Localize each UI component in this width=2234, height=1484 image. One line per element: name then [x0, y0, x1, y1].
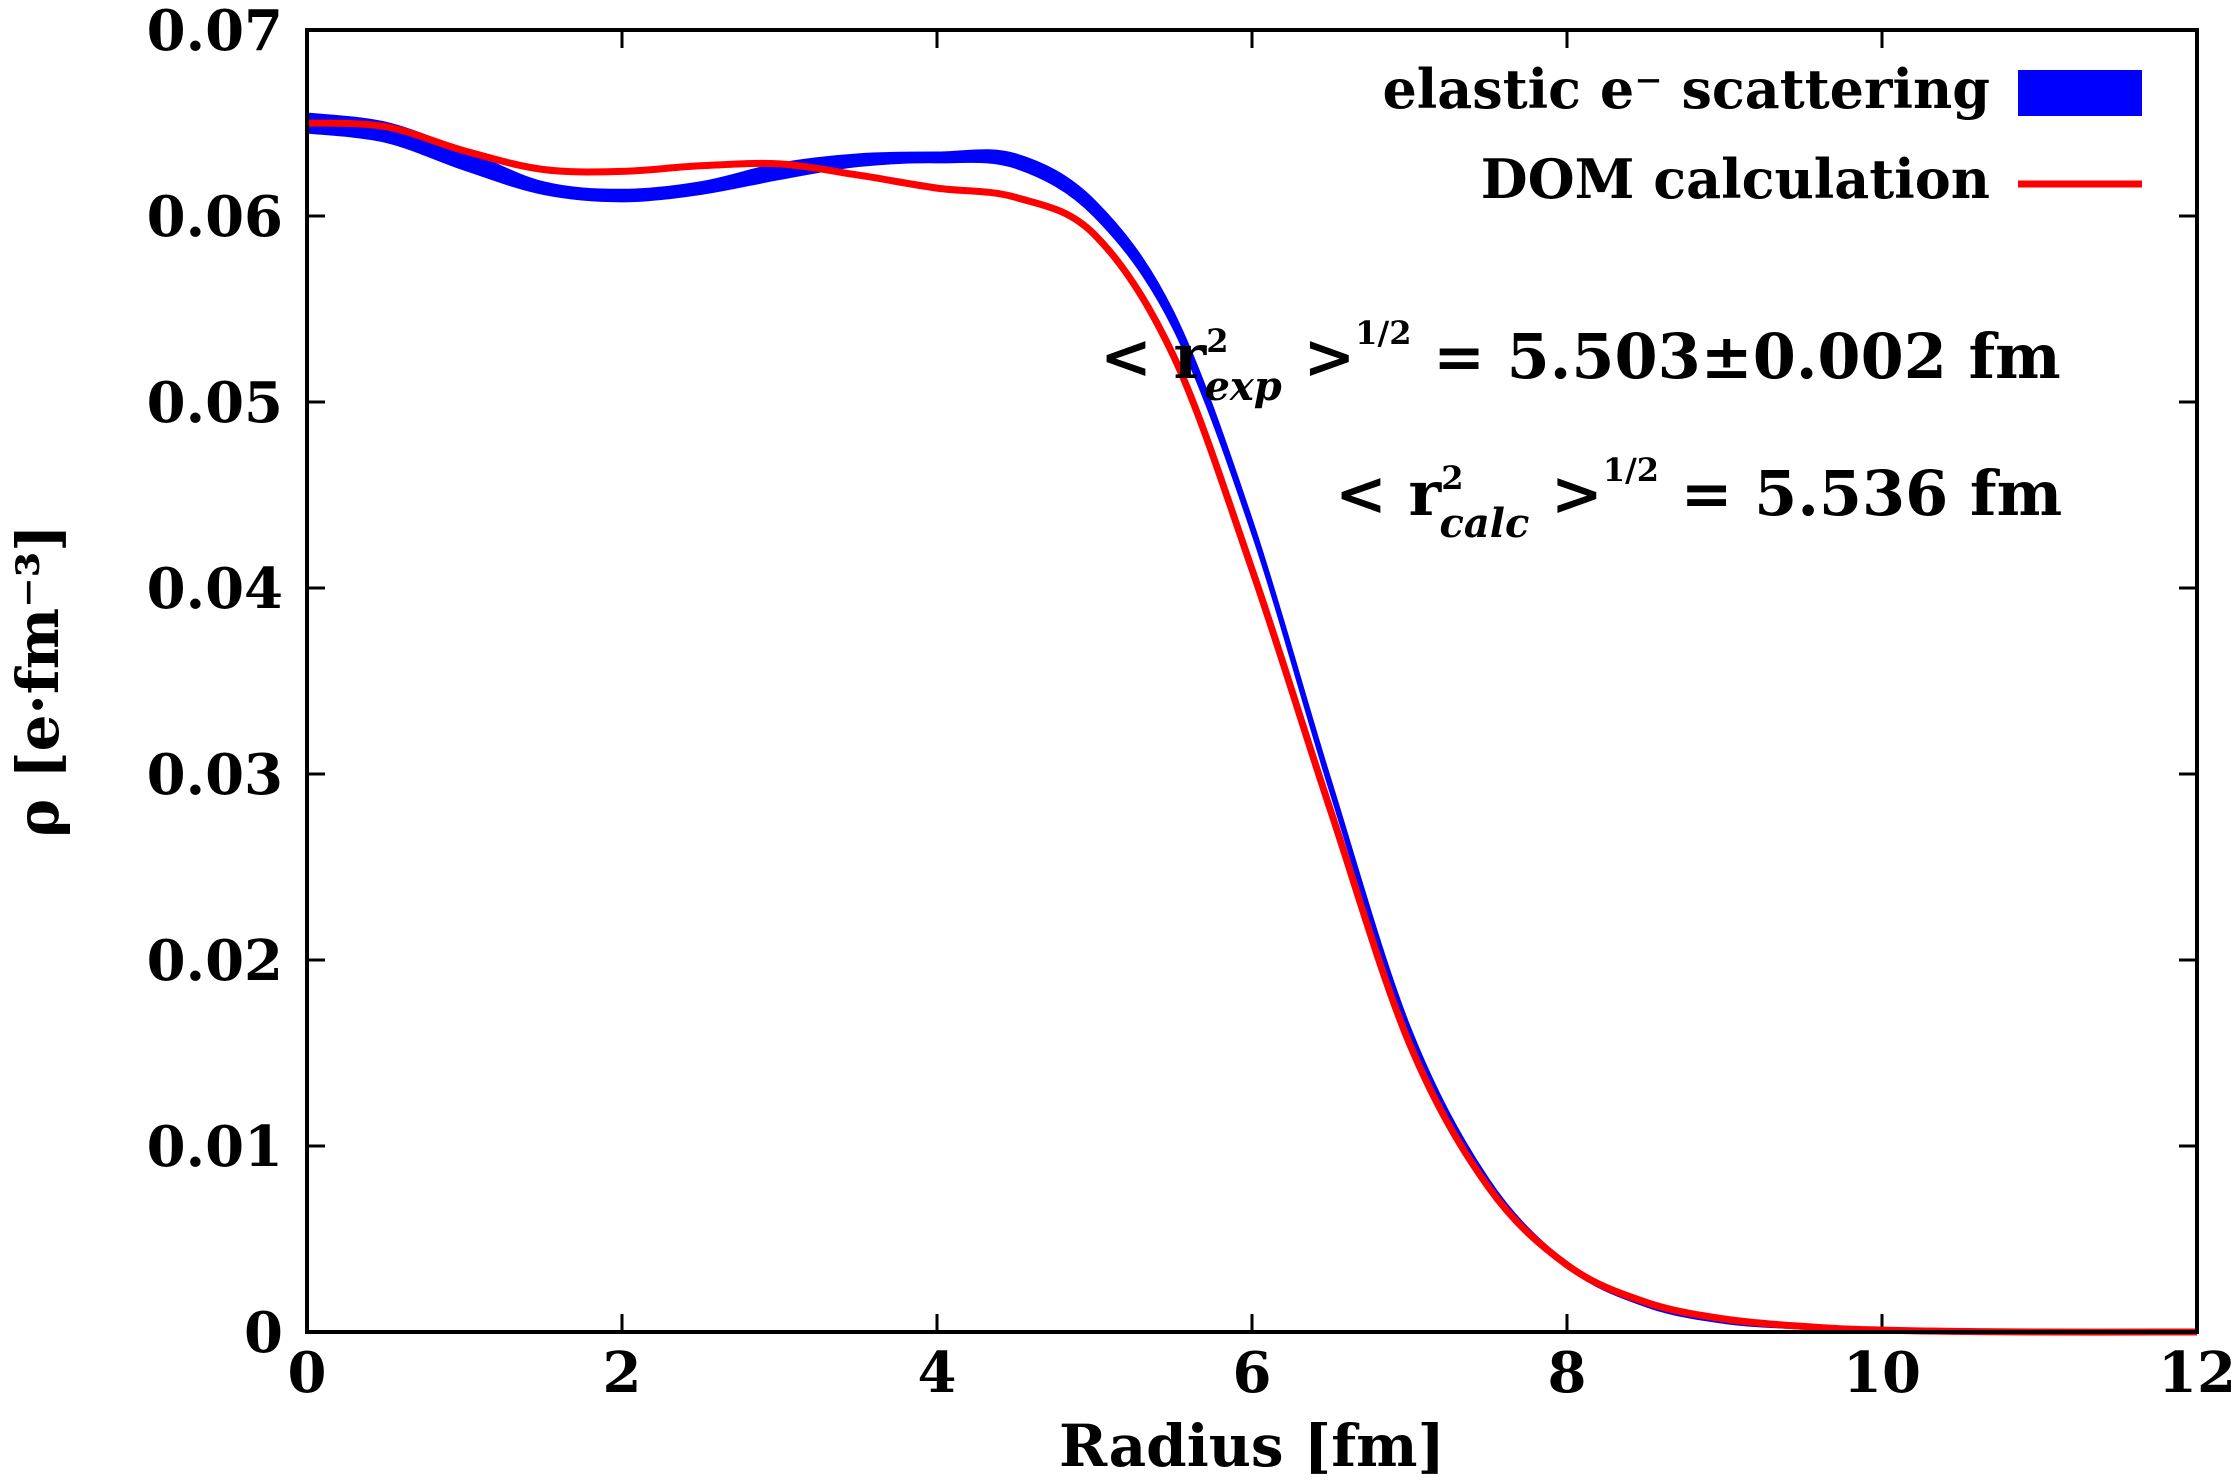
x-tick-label: 0 — [288, 1340, 327, 1406]
x-tick-label: 10 — [1843, 1340, 1921, 1406]
annotation-text: < r2 exp >1/2 = 5.503±0.002 fm — [1100, 314, 2061, 410]
legend-swatch-band — [2018, 70, 2142, 116]
x-tick-label: 12 — [2158, 1340, 2234, 1406]
axis-ticks — [305, 28, 2199, 1334]
y-axis-title: ρ [e·fm⁻³] — [4, 524, 72, 837]
y-tick-label: 0.07 — [147, 0, 283, 64]
y-tick-label: 0.04 — [147, 556, 283, 622]
x-tick-label: 2 — [603, 1340, 642, 1406]
series-line-1 — [306, 119, 2198, 1336]
x-tick-labels: 0 2 4 6 8 10 12 — [288, 1340, 2234, 1406]
x-tick-label: 4 — [918, 1340, 957, 1406]
y-tick-label: 0.02 — [147, 928, 283, 994]
legend-label-scattering: elastic e⁻ scattering — [1382, 57, 1990, 121]
radius-annotation-1: < r2 calc >1/2 = 5.536 fm — [1335, 451, 2062, 547]
y-tick-labels: 0 0.01 0.02 0.03 0.04 0.05 0.06 0.07 — [147, 0, 283, 1366]
x-tick-label: 6 — [1233, 1340, 1272, 1406]
y-tick-label: 0.06 — [147, 184, 283, 250]
series-layer — [305, 112, 2198, 1336]
y-tick-label: 0 — [244, 1300, 283, 1366]
y-tick-label: 0.05 — [147, 370, 283, 436]
radius-annotation-0: < r2 exp >1/2 = 5.503±0.002 fm — [1100, 314, 2061, 410]
y-tick-label: 0.03 — [147, 742, 283, 808]
legend: elastic e⁻ scattering DOM calculation — [1382, 57, 2142, 211]
y-tick-label: 0.01 — [147, 1114, 283, 1180]
annotation-text: < r2 calc >1/2 = 5.536 fm — [1335, 451, 2062, 547]
x-tick-label: 8 — [1548, 1340, 1587, 1406]
x-axis-title: Radius [fm] — [1059, 1412, 1445, 1480]
plot-frame — [305, 28, 2199, 1334]
legend-label-dom: DOM calculation — [1481, 147, 1990, 211]
annotations: < r2 exp >1/2 = 5.503±0.002 fm < r2 calc >1… — [1100, 314, 2062, 547]
series-band-0 — [305, 112, 2198, 1334]
